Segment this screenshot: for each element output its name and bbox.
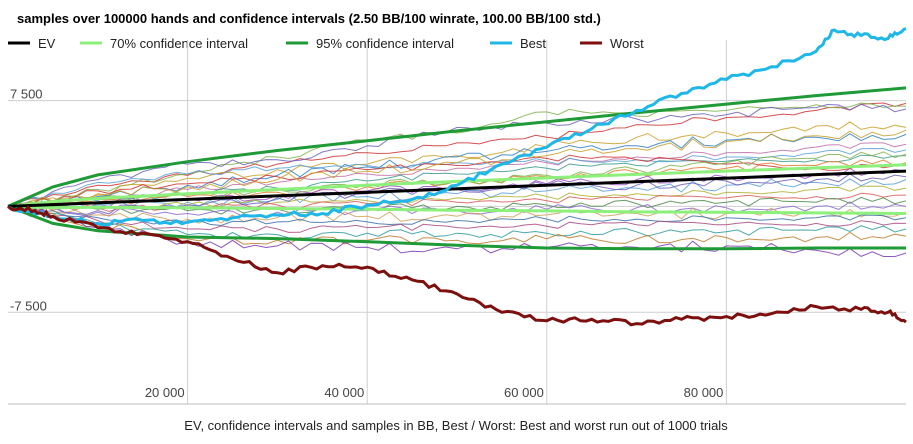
sample-run-line [7,121,907,207]
legend-label: Worst [610,36,644,51]
legend: EV 70% confidence interval 95% confidence … [8,36,644,51]
ci95-upper-line [7,86,907,208]
series-group [7,27,907,327]
legend-label: Best [520,36,546,51]
y-tick-label: -7 500 [10,298,47,313]
sample-run-line [7,154,907,209]
sample-run-line [7,103,907,207]
sample-run-line [7,102,907,207]
chart-title: samples over 100000 hands and confidence… [17,11,601,26]
x-tick-label: 60 000 [504,385,544,400]
x-tick-label: 80 000 [684,385,724,400]
sample-run-line [7,102,907,207]
ci70-lower-line [7,204,907,215]
sample-run-line [7,192,907,212]
chart-caption: EV, confidence intervals and samples in … [184,418,728,433]
best-run-line [7,27,907,227]
sample-run-line [7,205,907,240]
ci70-upper-line [7,163,907,208]
sample-run-line [7,205,907,233]
sample-run-line [7,129,907,209]
legend-label: 70% confidence interval [110,36,248,51]
sample-run-line [7,154,907,207]
worst-run-line [7,205,907,327]
x-tick-label: 40 000 [324,385,364,400]
sample-run-line [7,203,907,224]
ci95-lower-line [7,204,906,251]
sample-run-line [7,178,907,212]
ev-line [7,169,907,208]
y-tick-label: 7 500 [10,87,43,102]
legend-label: 95% confidence interval [316,36,454,51]
legend-label: EV [38,36,56,51]
x-axis-ticks: 20 000 40 000 60 000 80 000 [145,385,724,400]
x-tick-label: 20 000 [145,385,185,400]
